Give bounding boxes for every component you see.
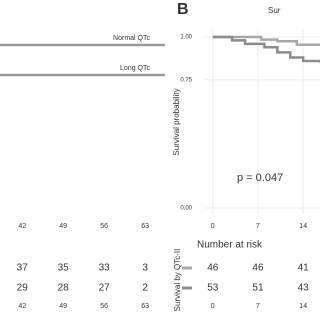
risk-x-tick-label: 14	[299, 303, 307, 310]
risk-x-tick-label: 56	[100, 303, 108, 310]
risk-count: 29	[17, 283, 29, 294]
y-tick-label: 0.00	[180, 206, 192, 212]
survival-curve	[212, 35, 320, 46]
risk-count: 28	[58, 283, 70, 294]
y-axis-label: Survival probability	[172, 88, 181, 155]
x-tick-label: 7	[256, 223, 260, 230]
risk-y-label: Survival by QTc-II	[173, 249, 182, 312]
risk-count: 37	[17, 263, 29, 274]
panel-label: B	[177, 1, 189, 18]
risk-count: 46	[207, 263, 219, 274]
risk-count: 3	[142, 263, 148, 274]
risk-x-tick-label: 63	[141, 303, 149, 310]
risk-count: 53	[207, 283, 219, 294]
risk-count: 35	[58, 263, 70, 274]
x-tick-label: 56	[100, 223, 108, 230]
risk-x-tick-label: 7	[256, 303, 260, 310]
x-tick-label: 14	[299, 223, 307, 230]
risk-count: 2	[142, 283, 148, 294]
line-annotation: Normal QTc	[113, 35, 150, 42]
risk-count: 43	[298, 283, 310, 294]
x-tick-label: 42	[18, 223, 26, 230]
risk-count: 33	[99, 263, 111, 274]
survival-curve	[212, 35, 320, 63]
p-value: p = 0.047	[237, 172, 283, 184]
x-tick-label: 0	[211, 223, 215, 230]
risk-x-tick-label: 49	[59, 303, 67, 310]
risk-count: 41	[298, 263, 310, 274]
risk-count: 27	[99, 283, 111, 294]
risk-table-title: Number at risk	[197, 240, 263, 251]
line-annotation: Long QTc	[120, 65, 150, 72]
risk-count: 51	[252, 283, 264, 294]
risk-x-tick-label: 42	[18, 303, 26, 310]
chart-title: Sur	[268, 6, 281, 15]
x-tick-label: 63	[141, 223, 149, 230]
y-tick-label: 0.75	[180, 77, 192, 83]
risk-x-tick-label: 0	[211, 303, 215, 310]
x-tick-label: 49	[59, 223, 67, 230]
y-tick-label: 1.00	[180, 35, 192, 41]
risk-count: 46	[252, 263, 264, 274]
